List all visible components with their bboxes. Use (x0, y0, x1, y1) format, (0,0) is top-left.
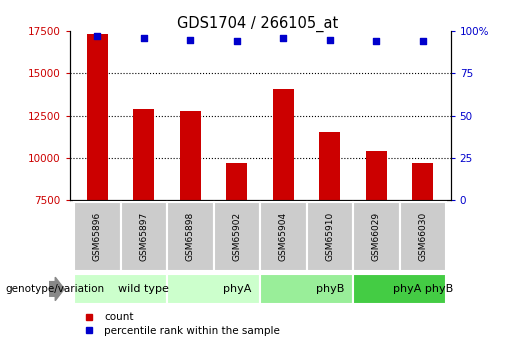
Bar (74, 274, 167, 304)
Text: GSM65904: GSM65904 (279, 212, 288, 261)
Bar (87, 34, 108, 200)
Point (279, 35, 287, 41)
Bar (353, 201, 400, 271)
Bar (74, 201, 121, 271)
Text: GSM65902: GSM65902 (232, 212, 242, 261)
Text: GSM65910: GSM65910 (325, 212, 334, 261)
Point (325, 37, 334, 42)
Bar (273, 89, 294, 200)
Point (372, 38, 381, 44)
FancyArrow shape (49, 277, 64, 300)
Text: genotype/variation: genotype/variation (5, 284, 104, 294)
Bar (260, 201, 306, 271)
Text: phyB: phyB (316, 284, 344, 294)
Text: wild type: wild type (118, 284, 169, 294)
Point (186, 37, 195, 42)
Bar (353, 274, 446, 304)
Bar (400, 201, 446, 271)
Bar (260, 274, 353, 304)
Text: GSM65896: GSM65896 (93, 212, 102, 261)
Bar (413, 163, 433, 200)
Point (93, 33, 101, 39)
Bar (227, 163, 247, 200)
Bar (167, 274, 260, 304)
Point (233, 38, 241, 44)
Text: GSM66029: GSM66029 (372, 212, 381, 261)
Bar (306, 201, 353, 271)
Bar (133, 109, 154, 200)
Text: GSM65898: GSM65898 (186, 212, 195, 261)
Text: GSM65897: GSM65897 (140, 212, 148, 261)
Bar (214, 201, 260, 271)
Bar (167, 201, 214, 271)
Text: GSM66030: GSM66030 (418, 212, 427, 261)
Bar (319, 132, 340, 200)
Point (140, 35, 148, 41)
Bar (366, 151, 387, 200)
Bar (180, 110, 201, 200)
Text: GDS1704 / 266105_at: GDS1704 / 266105_at (177, 16, 338, 32)
Text: phyA phyB: phyA phyB (392, 284, 453, 294)
Text: phyA: phyA (222, 284, 251, 294)
Point (419, 38, 427, 44)
Legend: count, percentile rank within the sample: count, percentile rank within the sample (75, 308, 284, 340)
Bar (121, 201, 167, 271)
